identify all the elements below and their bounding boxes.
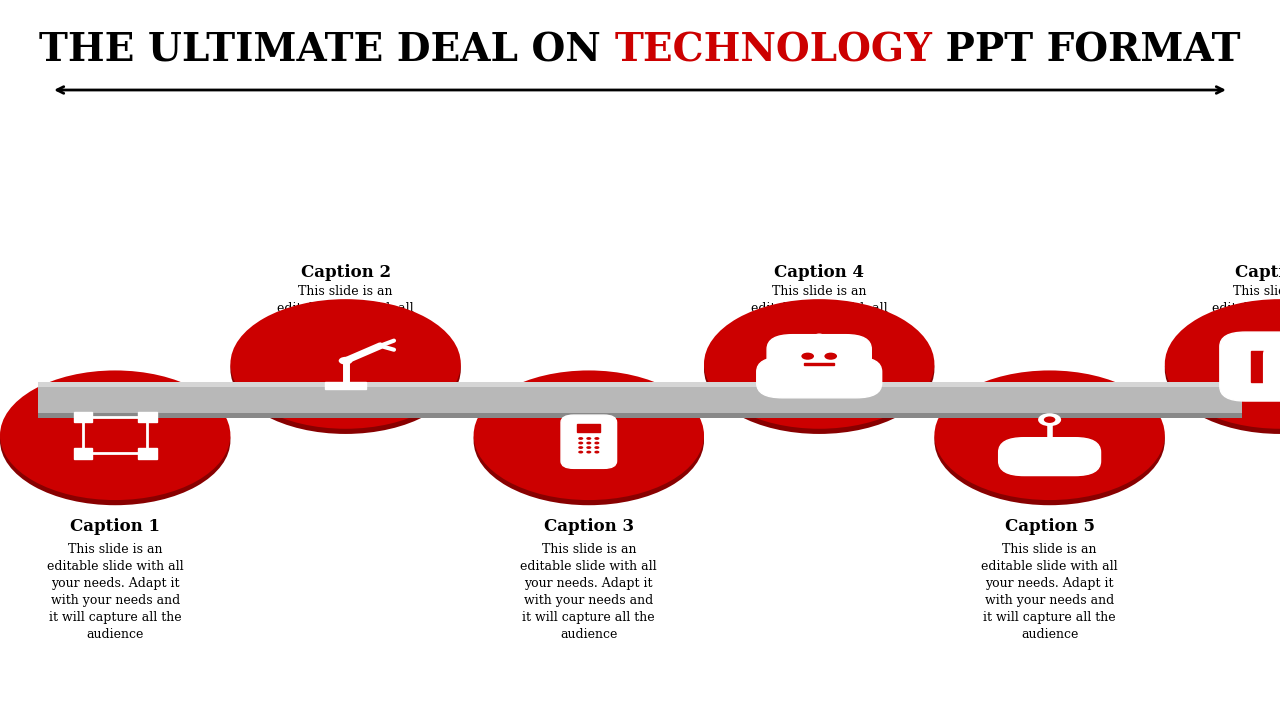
FancyBboxPatch shape: [325, 382, 366, 389]
FancyBboxPatch shape: [38, 382, 1242, 387]
FancyBboxPatch shape: [38, 382, 1242, 387]
Circle shape: [579, 437, 584, 440]
Circle shape: [594, 451, 599, 454]
Circle shape: [579, 446, 584, 449]
Circle shape: [474, 376, 704, 505]
Circle shape: [0, 376, 230, 505]
FancyBboxPatch shape: [998, 438, 1101, 475]
Circle shape: [230, 305, 461, 434]
FancyBboxPatch shape: [138, 412, 156, 422]
FancyBboxPatch shape: [1252, 351, 1280, 382]
Circle shape: [586, 437, 591, 440]
Circle shape: [1165, 305, 1280, 434]
FancyBboxPatch shape: [38, 413, 1242, 418]
Circle shape: [586, 441, 591, 444]
Circle shape: [579, 451, 584, 454]
Circle shape: [586, 451, 591, 454]
Circle shape: [474, 370, 704, 500]
Text: This slide is an
editable slide with all
your needs. Adapt it
with your needs an: This slide is an editable slide with all…: [521, 543, 657, 642]
Text: This slide is an
editable slide with all
your needs. Adapt it
with your needs an: This slide is an editable slide with all…: [982, 543, 1117, 642]
Circle shape: [824, 353, 837, 360]
Circle shape: [594, 441, 599, 444]
FancyBboxPatch shape: [38, 382, 1242, 418]
FancyBboxPatch shape: [1263, 341, 1280, 397]
Circle shape: [579, 441, 584, 444]
FancyBboxPatch shape: [74, 448, 92, 459]
Text: This slide is an
editable slide with all
your needs. Adapt it
with your needs an: This slide is an editable slide with all…: [278, 284, 413, 383]
Circle shape: [594, 446, 599, 449]
Text: THE ULTIMATE DEAL ON: THE ULTIMATE DEAL ON: [40, 32, 614, 69]
Circle shape: [1044, 416, 1055, 423]
Circle shape: [0, 370, 230, 500]
Circle shape: [704, 305, 934, 434]
FancyBboxPatch shape: [756, 357, 882, 397]
FancyBboxPatch shape: [577, 423, 600, 432]
Circle shape: [1165, 300, 1280, 428]
Text: TECHNOLOGY: TECHNOLOGY: [614, 32, 932, 69]
Text: This slide is an
editable slide with all
your needs. Adapt it
with your needs an: This slide is an editable slide with all…: [47, 543, 183, 642]
Text: Caption 6: Caption 6: [1235, 264, 1280, 281]
FancyBboxPatch shape: [561, 415, 617, 468]
FancyBboxPatch shape: [38, 382, 1242, 418]
FancyBboxPatch shape: [138, 448, 156, 459]
Text: This slide is an
editable slide with all
your needs. Adapt it
with your needs an: This slide is an editable slide with all…: [751, 284, 887, 383]
Text: This slide is an
editable slide with all
your needs. Adapt it
with your needs an: This slide is an editable slide with all…: [1212, 284, 1280, 383]
FancyBboxPatch shape: [38, 413, 1242, 418]
Circle shape: [934, 376, 1165, 505]
Circle shape: [339, 357, 352, 364]
Circle shape: [934, 370, 1165, 500]
Text: Caption 1: Caption 1: [70, 518, 160, 535]
FancyBboxPatch shape: [1220, 332, 1280, 401]
Circle shape: [1038, 413, 1061, 426]
Circle shape: [594, 437, 599, 440]
FancyBboxPatch shape: [804, 363, 835, 365]
Circle shape: [814, 333, 826, 340]
Text: PPT FORMAT: PPT FORMAT: [932, 32, 1240, 69]
FancyBboxPatch shape: [767, 335, 872, 382]
FancyBboxPatch shape: [74, 412, 92, 422]
Text: Caption 5: Caption 5: [1005, 518, 1094, 535]
Circle shape: [801, 353, 814, 360]
Text: Caption 4: Caption 4: [774, 264, 864, 281]
Text: Caption 2: Caption 2: [301, 264, 390, 281]
Circle shape: [586, 446, 591, 449]
Text: Caption 3: Caption 3: [544, 518, 634, 535]
Circle shape: [704, 300, 934, 428]
Circle shape: [230, 300, 461, 428]
